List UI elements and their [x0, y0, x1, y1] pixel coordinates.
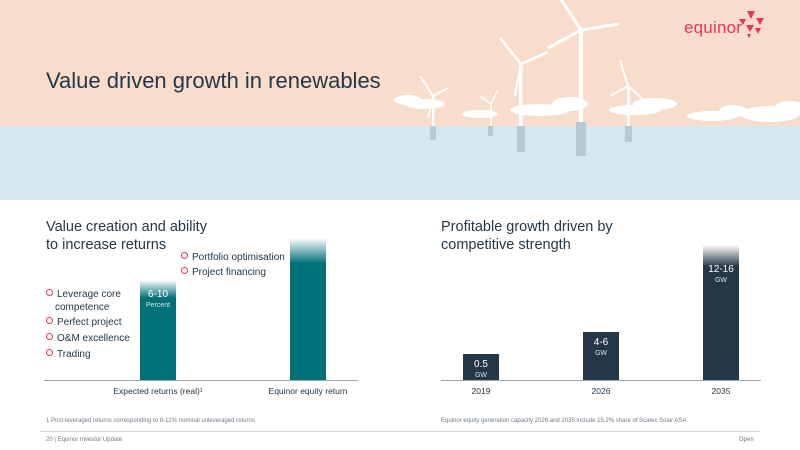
- right-panel-title-line2: competitive strength: [441, 237, 571, 253]
- capacity-bar-label: 0.5 GW: [459, 360, 503, 381]
- right-panel-title: Profitable growth driven by competitive …: [441, 218, 613, 254]
- sea-background: [0, 126, 800, 200]
- capacity-unit: GW: [474, 372, 488, 379]
- bar-unit: Percent: [145, 302, 171, 309]
- hero-banner: [0, 0, 800, 200]
- left-footnote: 1 Post-leveraged returns corresponding t…: [46, 418, 255, 424]
- bullet-item: Portfolio optimisation: [181, 251, 285, 264]
- capacity-year-label: 2035: [711, 386, 731, 396]
- bullet-dot-icon: [46, 317, 53, 324]
- bullet-dot-icon: [46, 333, 53, 340]
- x-label-expected-returns: Expected returns (real)¹: [113, 386, 203, 396]
- x-label-equity-return: Equinor equity return: [268, 386, 348, 396]
- capacity-bar-label: 4-6 GW: [579, 336, 623, 359]
- right-panel-title-line1: Profitable growth driven by: [441, 219, 613, 235]
- capacity-bar-label: 12-16 GW: [699, 263, 743, 286]
- bullet-item-cont: competence: [55, 302, 110, 313]
- bullet-item: Perfect project: [46, 316, 121, 329]
- bullet-item: O&M excellence: [46, 332, 130, 345]
- footer-left: 20 | Equinor Investor Update: [46, 437, 123, 443]
- bullet-item: Leverage core: [46, 288, 121, 301]
- wind-turbines-illustration: [394, 0, 800, 156]
- capacity-bar: [583, 331, 619, 380]
- left-panel-title: Value creation and ability to increase r…: [46, 218, 207, 254]
- capacity-value: 4-6: [593, 336, 609, 348]
- capacity-chart: 0.5 GW 2019 4-6 GW 2026 12-16 GW 2035: [441, 225, 761, 400]
- capacity-bar: [703, 244, 739, 380]
- expected-returns-label: 6-10 Percent: [140, 290, 176, 311]
- capacity-unit: GW: [594, 349, 608, 357]
- brand-name: equinor: [684, 18, 743, 37]
- left-panel-title-line2: to increase returns: [46, 237, 167, 253]
- bar-value: 6-10: [147, 289, 168, 300]
- left-x-axis: [44, 380, 358, 381]
- capacity-unit: GW: [714, 276, 728, 284]
- equinor-logo-icon: [739, 11, 764, 38]
- left-panel-title-line1: Value creation and ability: [46, 219, 207, 235]
- capacity-bar: [463, 354, 499, 380]
- bullet-dot-icon: [181, 267, 188, 274]
- bullet-dot-icon: [46, 349, 53, 356]
- bullet-dot-icon: [181, 252, 188, 259]
- right-x-axis: [441, 380, 761, 381]
- equity-return-bar: [290, 238, 326, 380]
- capacity-year-label: 2026: [591, 386, 611, 396]
- capacity-year-label: 2019: [471, 386, 491, 396]
- bullet-item: Project financing: [181, 266, 266, 279]
- capacity-value: 0.5: [474, 359, 488, 370]
- footer-right: Open: [739, 437, 754, 443]
- footer-divider: [40, 431, 760, 432]
- capacity-value: 12-16: [708, 263, 734, 275]
- right-footnote: Equinor equity generation capacity 2026 …: [441, 418, 687, 424]
- bullet-dot-icon: [46, 289, 53, 296]
- page-title: Value driven growth in renewables: [46, 68, 381, 93]
- bullet-item: Trading: [46, 348, 91, 361]
- expected-returns-bar: [140, 280, 176, 380]
